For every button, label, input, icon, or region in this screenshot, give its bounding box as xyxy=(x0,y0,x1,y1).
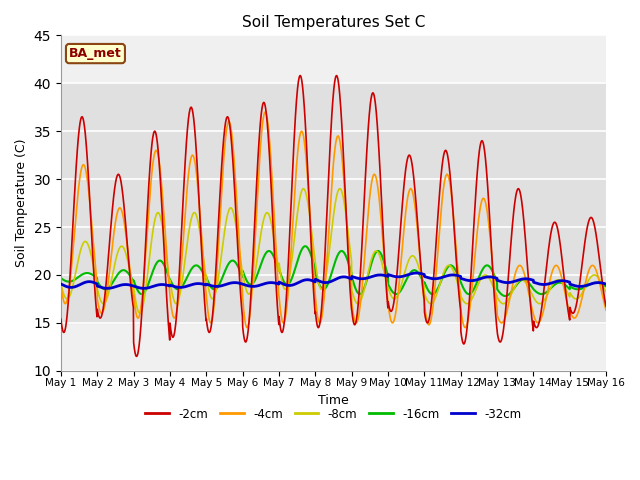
-32cm xyxy=(209,283,217,289)
-8cm xyxy=(362,282,369,288)
-32cm xyxy=(349,274,357,280)
-2cm xyxy=(133,353,141,359)
-16cm xyxy=(57,275,65,281)
-32cm xyxy=(570,282,577,288)
-2cm xyxy=(333,73,340,79)
-8cm xyxy=(570,295,577,300)
-2cm xyxy=(349,320,357,325)
-32cm xyxy=(602,281,610,287)
Y-axis label: Soil Temperature (C): Soil Temperature (C) xyxy=(15,139,28,267)
Line: -32cm: -32cm xyxy=(61,273,606,288)
-16cm xyxy=(209,286,217,292)
-4cm xyxy=(570,315,577,321)
Text: BA_met: BA_met xyxy=(69,47,122,60)
Line: -8cm: -8cm xyxy=(61,189,606,313)
-16cm xyxy=(502,293,509,299)
-2cm xyxy=(209,306,217,312)
-32cm xyxy=(57,281,65,287)
Bar xyxy=(61,83,606,323)
Line: -4cm: -4cm xyxy=(61,112,606,328)
-16cm xyxy=(602,284,610,289)
-2cm xyxy=(492,319,500,324)
-2cm xyxy=(362,174,369,180)
-16cm xyxy=(554,280,562,286)
-4cm xyxy=(461,325,469,331)
X-axis label: Time: Time xyxy=(318,394,349,407)
-32cm xyxy=(362,276,369,281)
-2cm xyxy=(57,316,65,322)
-8cm xyxy=(602,289,610,295)
-32cm xyxy=(554,278,562,284)
-8cm xyxy=(57,281,65,287)
-2cm xyxy=(602,303,610,309)
-16cm xyxy=(570,286,577,291)
-2cm xyxy=(554,229,562,235)
-16cm xyxy=(301,243,309,249)
-4cm xyxy=(209,313,217,319)
-8cm xyxy=(349,293,357,299)
Legend: -2cm, -4cm, -8cm, -16cm, -32cm: -2cm, -4cm, -8cm, -16cm, -32cm xyxy=(141,403,526,425)
Line: -2cm: -2cm xyxy=(61,76,606,356)
-8cm xyxy=(554,277,562,283)
-8cm xyxy=(492,291,500,297)
-32cm xyxy=(413,270,420,276)
-2cm xyxy=(570,310,577,316)
-32cm xyxy=(104,286,111,291)
-32cm xyxy=(492,275,500,281)
-4cm xyxy=(554,264,562,270)
-8cm xyxy=(209,296,217,301)
Line: -16cm: -16cm xyxy=(61,246,606,296)
-4cm xyxy=(349,311,357,317)
-4cm xyxy=(57,282,65,288)
-16cm xyxy=(492,276,500,282)
-8cm xyxy=(136,311,143,316)
-4cm xyxy=(362,247,369,252)
Title: Soil Temperatures Set C: Soil Temperatures Set C xyxy=(242,15,425,30)
-8cm xyxy=(300,186,307,192)
-16cm xyxy=(362,283,369,288)
-4cm xyxy=(261,109,269,115)
-4cm xyxy=(602,307,610,313)
-4cm xyxy=(492,299,500,305)
-16cm xyxy=(349,279,357,285)
